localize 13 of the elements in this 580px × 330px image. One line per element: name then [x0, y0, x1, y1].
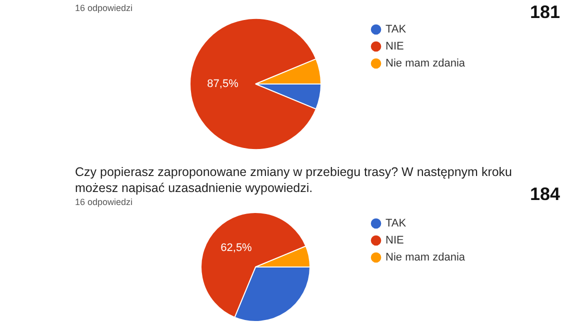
chart-title: Czy popierasz zaproponowane zmiany w przebiegu trasy? W następnym kroku możesz napisać uzasadnienie wypowiedzi.: [75, 164, 514, 196]
text: 16 odpowiedzi: [75, 197, 133, 207]
legend-label: TAK: [386, 24, 407, 36]
data-label: 62,5%: [220, 242, 252, 254]
legend-label: NIE: [386, 234, 404, 247]
legend-label: TAK: [386, 218, 407, 230]
legend-label: NIE: [386, 40, 404, 53]
data-label: 87,5%: [207, 78, 239, 90]
text: 181: [530, 2, 560, 23]
legend-label: Nie mam zdania: [386, 252, 466, 264]
text: 16 odpowiedzi: [75, 3, 133, 13]
text: 184: [530, 184, 560, 205]
legend-label: Nie mam zdania: [386, 58, 466, 70]
